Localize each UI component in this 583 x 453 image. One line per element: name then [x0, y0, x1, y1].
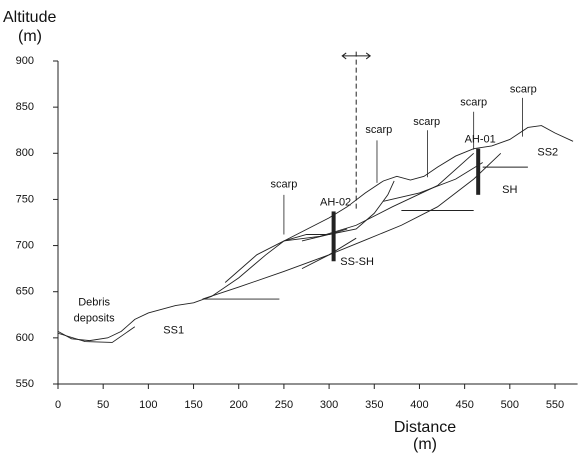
profile-line: [57, 326, 136, 343]
x-tick-label: 250: [275, 399, 293, 411]
x-tick-label: 0: [55, 399, 61, 411]
y-tick-label: 650: [16, 286, 34, 298]
x-tick-label: 100: [139, 399, 157, 411]
annotation: scarp: [460, 96, 487, 108]
annotation: deposits: [74, 313, 115, 325]
profile-line: [301, 228, 348, 242]
borehole-label: AH-01: [465, 134, 496, 146]
section-arrow: [341, 52, 372, 60]
x-tick-label: 350: [365, 399, 383, 411]
borehole: [331, 211, 336, 262]
y-tick-label: 800: [16, 147, 34, 159]
y-tick-label: 700: [16, 239, 34, 251]
annotation: SS2: [537, 146, 558, 158]
x-tick-label: 300: [320, 399, 338, 411]
annotation: Debris: [78, 297, 110, 309]
x-tick-label: 150: [184, 399, 202, 411]
annotation: scarp: [413, 116, 440, 128]
x-tick-label: 550: [546, 399, 564, 411]
y-tick-label: 550: [16, 378, 34, 390]
annotation: SS-SH: [340, 256, 374, 268]
profile-line: [383, 162, 483, 202]
annotation: scarp: [510, 84, 537, 96]
x-tick-label: 50: [97, 399, 109, 411]
x-tick-label: 450: [455, 399, 473, 411]
profile-line: [283, 152, 474, 242]
y-tick-label: 600: [16, 332, 34, 344]
borehole-label: AH-02: [320, 196, 351, 208]
y-tick-label: 900: [16, 55, 34, 67]
borehole: [476, 148, 481, 195]
annotation: scarp: [270, 179, 297, 191]
profile-line: [57, 125, 574, 342]
y-axis-label: (m): [18, 28, 42, 45]
annotation: scarp: [365, 124, 392, 136]
x-axis-label: (m): [413, 436, 437, 453]
x-axis-label: Distance: [394, 419, 456, 436]
annotation: SS1: [163, 324, 184, 336]
x-tick-label: 200: [230, 399, 248, 411]
profile-line: [301, 237, 357, 270]
x-tick-label: 500: [501, 399, 519, 411]
y-tick-label: 750: [16, 193, 34, 205]
y-axis-label: Altitude: [3, 9, 56, 26]
x-tick-label: 400: [410, 399, 428, 411]
y-tick-label: 850: [16, 101, 34, 113]
profile-line: [202, 152, 502, 300]
annotation: SH: [502, 184, 517, 196]
